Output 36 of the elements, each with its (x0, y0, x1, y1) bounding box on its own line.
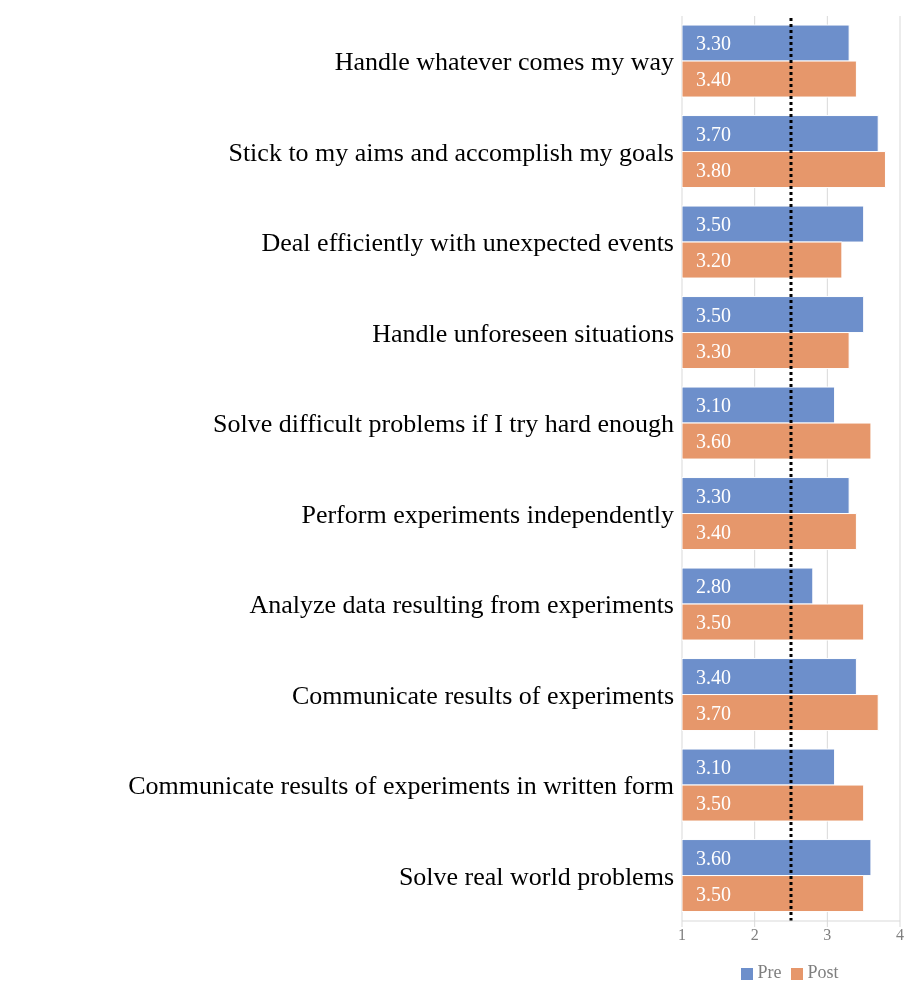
data-label: 3.60 (696, 846, 731, 869)
data-label: 3.50 (696, 303, 731, 326)
data-label: 3.30 (696, 484, 731, 507)
data-label: 3.50 (696, 792, 731, 815)
data-label: 3.10 (696, 394, 731, 417)
data-label: 3.70 (696, 701, 731, 724)
y-tick-label: Deal efficiently with unexpected events (261, 228, 674, 258)
data-label: 3.40 (696, 520, 731, 543)
data-label: 3.70 (696, 122, 731, 145)
y-tick-label: Communicate results of experiments in written form (128, 771, 674, 801)
x-tick-label: 2 (750, 926, 759, 944)
y-tick-label: Handle unforeseen situations (372, 318, 674, 348)
x-tick-label: 3 (823, 926, 832, 944)
data-label: 3.50 (696, 882, 731, 905)
x-tick-label: 1 (678, 926, 686, 944)
data-label: 3.40 (696, 68, 731, 91)
data-label: 3.50 (696, 213, 731, 236)
y-tick-label: Solve real world problems (398, 861, 674, 891)
x-tick-label: 4 (896, 926, 904, 944)
y-tick-label: Analyze data resulting from experiments (249, 590, 674, 620)
y-tick-label: Solve difficult problems if I try hard enough (213, 409, 674, 439)
y-tick-label: Stick to my aims and accomplish my goals (228, 137, 674, 167)
data-label: 2.80 (696, 575, 731, 598)
data-label: 3.10 (696, 756, 731, 779)
legend-label: Post (807, 962, 839, 982)
data-label: 3.50 (696, 611, 731, 634)
legend-label: Pre (757, 962, 782, 982)
y-tick-label: Communicate results of experiments (292, 680, 674, 710)
y-tick-label: Handle whatever comes my way (334, 47, 674, 77)
data-label: 3.60 (696, 430, 731, 453)
data-label: 3.80 (696, 158, 731, 181)
data-label: 3.20 (696, 249, 731, 272)
y-tick-label: Perform experiments independently (301, 499, 674, 529)
data-label: 3.30 (696, 32, 731, 55)
data-label: 3.40 (696, 665, 731, 688)
data-label: 3.30 (696, 339, 731, 362)
